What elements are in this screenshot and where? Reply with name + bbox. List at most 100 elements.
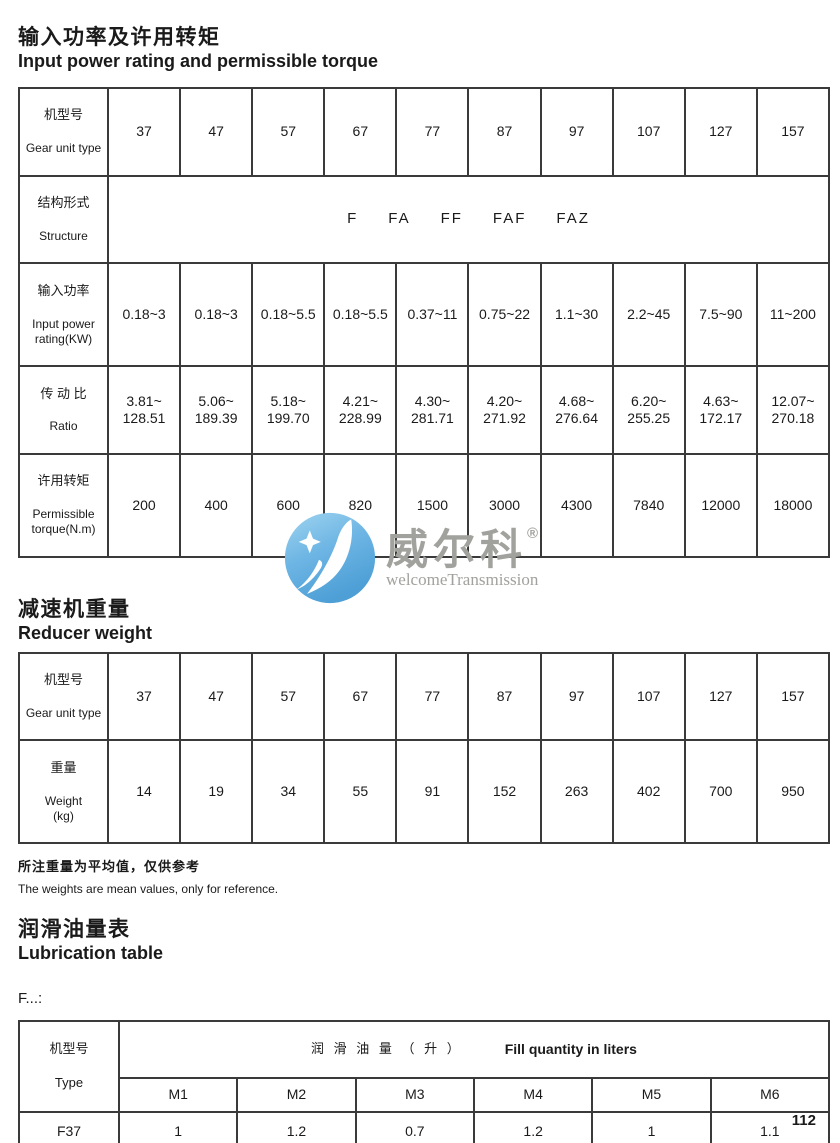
table-cell: 3000 <box>467 452 542 558</box>
lubrication-row: F37 1 1.2 0.7 1.2 1 1.1 <box>18 1110 831 1143</box>
table-cell: 4.30~ 281.71 <box>395 365 470 455</box>
brand-name-en: welcomeTransmission <box>386 569 539 589</box>
series-prefix-label: F...: <box>18 990 43 1008</box>
structure-values-cell: F FA FF FAF FAZ <box>107 174 830 265</box>
input-power-torque-table: 机型号 Gear unit type 37 47 57 67 77 87 97 107 127 1… <box>18 86 831 558</box>
column-header: 157 <box>755 86 831 177</box>
table-cell: 34 <box>251 739 326 845</box>
table-cell: 19 <box>179 739 254 845</box>
table-cell: 7.5~90 <box>683 262 758 368</box>
table-row-weight: 重量 Weight (kg) 14 19 34 55 91 152 263 402 700 950 <box>18 739 831 845</box>
structure-values: F FA FF FAF FAZ <box>111 210 826 229</box>
structure-value: FA <box>388 210 411 228</box>
row-header-en: Ratio <box>49 419 78 434</box>
column-header: M3 <box>354 1076 475 1113</box>
fill-quantity-header-zh: 润 滑 油 量 （ 升 ） <box>311 1041 463 1057</box>
row-header-en: Input power rating(KW) <box>32 316 95 346</box>
weight-note-zh: 所注重量为平均值，仅供参考 <box>18 859 201 875</box>
section-power-title-en: Input power rating and permissible torqu… <box>18 51 379 72</box>
lubrication-mount-columns-row: M1 M2 M3 M4 M5 M6 <box>19 1076 831 1113</box>
table-cell: 0.18~5.5 <box>251 262 326 368</box>
column-header: 47 <box>179 86 254 177</box>
table-row-gear-unit-type: 机型号 Gear unit type 37 47 57 67 77 87 97 107 127 1… <box>18 651 831 742</box>
section-lubrication-title-en: Lubrication table <box>18 943 164 964</box>
table-cell: 6.20~ 255.25 <box>611 365 686 455</box>
table-cell: 4.68~ 276.64 <box>539 365 614 455</box>
section-lubrication-title-zh: 润滑油量表 <box>18 918 131 942</box>
table-cell: 11~200 <box>755 262 831 368</box>
column-header: M4 <box>472 1076 594 1113</box>
table-row-input-power: 输入功率 Input power rating(KW) 0.18~3 0.18~3… <box>18 262 831 368</box>
corner-header-type: 机型号 Type <box>18 1020 120 1113</box>
reducer-weight-table: 机型号 Gear unit type 37 47 57 67 77 87 97 107 127 1… <box>18 651 831 845</box>
table-row-structure: 结构形式 Structure F FA FF FAF FAZ <box>18 174 830 265</box>
table-cell: 700 <box>683 739 758 845</box>
row-header: F37 <box>18 1110 120 1143</box>
row-header-zh: 机型号 <box>49 1041 89 1057</box>
row-header-input-power: 输入功率 Input power rating(KW) <box>18 262 109 368</box>
row-header-en: Type <box>54 1075 84 1091</box>
brand-logo-icon <box>284 512 376 604</box>
table-cell: 4.63~ 172.17 <box>683 365 758 455</box>
table-cell: 1.2 <box>472 1110 594 1143</box>
page-number: 112 <box>791 1112 816 1129</box>
table-cell: 1 <box>117 1110 239 1143</box>
row-header-weight: 重量 Weight (kg) <box>18 739 109 845</box>
column-header: 97 <box>539 86 614 177</box>
column-header: 157 <box>755 651 831 742</box>
row-header-ratio: 传 动 比 Ratio <box>18 365 109 455</box>
fill-quantity-header: 润 滑 油 量 （ 升 ） Fill quantity in liters <box>118 1020 830 1079</box>
table-cell: 5.06~ 189.39 <box>179 365 254 455</box>
row-header-zh: 许用转矩 <box>37 473 90 489</box>
row-header-zh: 传 动 比 <box>40 385 87 401</box>
column-header: 77 <box>395 651 470 742</box>
row-header-gear-unit-type: 机型号 Gear unit type <box>18 651 109 742</box>
column-header: 127 <box>683 651 758 742</box>
table-row-ratio: 传 动 比 Ratio 3.81~ 128.51 5.06~ 189.39 5.18… <box>18 365 831 455</box>
column-header: 57 <box>251 651 326 742</box>
row-header-zh: 结构形式 <box>37 195 90 211</box>
table-cell: 1500 <box>395 452 470 558</box>
section-weight-title-en: Reducer weight <box>18 622 153 643</box>
column-header: 107 <box>611 651 686 742</box>
table-cell: 1.1~30 <box>539 262 614 368</box>
weight-note-en: The weights are mean values, only for re… <box>18 882 279 897</box>
column-header: 107 <box>611 86 686 177</box>
table-cell: 1 <box>591 1110 712 1143</box>
table-cell: 400 <box>179 452 254 558</box>
column-header: 127 <box>683 86 758 177</box>
column-header: M6 <box>709 1076 831 1113</box>
column-header: 97 <box>539 651 614 742</box>
column-header: 67 <box>323 86 398 177</box>
table-cell: 1.2 <box>236 1110 357 1143</box>
fill-quantity-header-en: Fill quantity in liters <box>504 1040 637 1057</box>
column-header: M5 <box>591 1076 712 1113</box>
brand-logo: 威尔科 ® welcomeTransmission <box>284 512 538 604</box>
table-cell: 0.18~3 <box>179 262 254 368</box>
row-header-zh: 重量 <box>50 759 77 775</box>
row-header-en: Gear unit type <box>25 141 102 156</box>
table-cell: 91 <box>395 739 470 845</box>
structure-value: FF <box>440 210 463 228</box>
table-cell: 152 <box>467 739 542 845</box>
row-header-zh: 输入功率 <box>37 282 90 298</box>
structure-value: F <box>347 210 359 228</box>
column-header: M2 <box>236 1076 357 1113</box>
table-cell: 4.21~ 228.99 <box>323 365 398 455</box>
table-cell: 0.18~3 <box>106 262 182 368</box>
table-cell: 14 <box>106 739 182 845</box>
table-cell: 402 <box>611 739 686 845</box>
table-cell: 0.75~22 <box>467 262 542 368</box>
table-cell: 0.7 <box>354 1110 475 1143</box>
column-header: 37 <box>106 651 182 742</box>
column-header: M1 <box>117 1076 239 1113</box>
row-header-zh: 机型号 <box>43 107 83 123</box>
registered-trademark-icon: ® <box>527 524 539 542</box>
row-header-en: Weight (kg) <box>44 793 83 823</box>
lubrication-header-row: 机型号 Type 润 滑 油 量 （ 升 ） Fill quantity in … <box>18 1020 830 1113</box>
column-header: 57 <box>251 86 326 177</box>
table-cell: 263 <box>539 739 614 845</box>
section-power-title-zh: 输入功率及许用转矩 <box>18 26 221 49</box>
column-header: 87 <box>467 651 542 742</box>
